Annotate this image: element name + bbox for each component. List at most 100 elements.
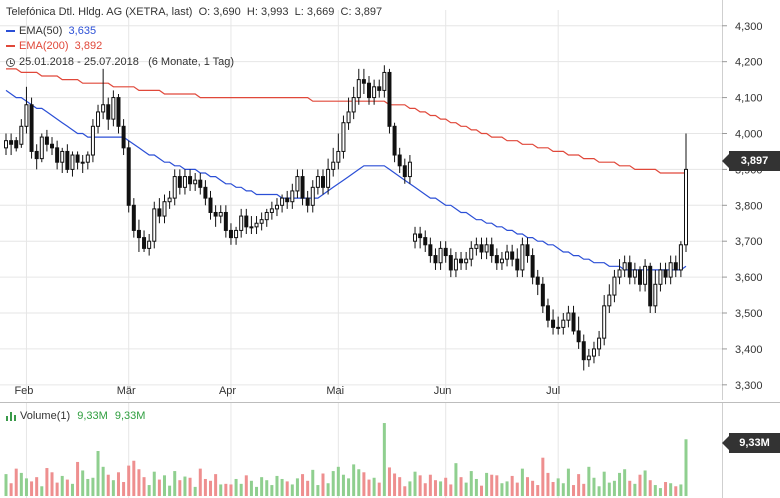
volume-bar [219,484,223,496]
candle-body [571,312,576,332]
candle-body [131,204,136,231]
volume-bar [444,477,448,496]
volume-bar [515,482,519,496]
candle-body [387,71,392,127]
candle-body [453,258,458,271]
candle-body [305,197,310,206]
volume-bar [183,476,187,496]
volume-bar [19,472,23,496]
period-range: 25.01.2018 - 25.07.2018 [19,56,139,68]
volume-bar [587,466,591,496]
volume-bar [684,439,688,496]
volume-bar [377,482,381,496]
x-tick-label: Mai [326,385,344,397]
candle-body [331,161,336,170]
volume-bar [111,480,115,496]
volume-bar [295,478,299,496]
volume-value-1: 9,33M [77,410,108,422]
candle-body [188,176,193,185]
volume-bar [490,474,494,496]
candle-body [29,104,34,152]
candle-body [116,97,121,127]
candle-body [336,150,341,163]
volume-bar [255,486,259,496]
candle-body [269,208,274,213]
volume-bar [127,465,131,496]
candle-body [90,125,95,156]
candle-body [515,258,520,271]
candle-body [208,197,213,213]
y-tick-label: 3,700 [735,236,763,248]
candle-body [60,150,65,163]
candle-body [678,244,683,271]
volume-bar [618,472,622,496]
candle-body [484,244,489,253]
volume-bar [485,472,489,496]
volume-bar [14,468,18,496]
volume-bar [367,479,371,496]
candle-body [264,211,269,221]
candle-body [121,125,126,149]
x-tick-label: Jul [546,385,560,397]
volume-bar [393,473,397,496]
candle-body [228,229,233,239]
x-tick-label: Mär [117,385,136,397]
candle-body [438,247,443,264]
y-tick-label: 3,600 [735,272,763,284]
volume-bar [209,480,213,496]
period-detail: (6 Monate, 1 Tag) [148,56,235,68]
y-tick-label: 4,100 [735,93,763,105]
volume-bar [653,485,657,496]
candle-body [653,283,658,307]
candle-body [182,176,187,188]
candle-body [274,204,279,210]
chart-title: Telefónica Dtl. Hldg. AG (XETRA, last) [6,6,193,18]
volume-bar [168,485,172,496]
candle-body [402,165,407,178]
volume-bar [81,470,85,496]
candle-body [367,82,372,99]
candle-body [663,269,668,278]
open-value: O: 3,690 [198,6,241,18]
volume-bar [459,477,463,496]
volume-bar [577,474,581,496]
candle-body [545,305,550,321]
volume-bar [70,483,74,496]
candle-body [177,176,182,188]
candle-body [632,269,637,278]
candle-body [499,258,504,264]
candle-body [612,276,617,296]
candle-body [55,147,60,163]
candle-body [566,312,571,321]
volume-bar [531,480,535,496]
volume-bar [607,482,611,496]
y-tick-label: 3,800 [735,200,763,212]
volume-bar [260,477,264,496]
candle-body [397,154,402,167]
candle-body [413,233,418,242]
volume-bar [664,482,668,496]
volume-tag: 9,33M [722,433,780,453]
candle-body [34,150,39,160]
volume-value-2: 9,33M [114,410,146,422]
volume-bar [147,485,151,496]
volume-bar [24,478,28,496]
volume-bar [357,469,361,496]
volume-bar [9,483,13,496]
candle-body [75,154,80,163]
volume-bar [188,477,192,496]
candle-body [280,197,285,206]
volume-bar [55,482,59,496]
candle-body [525,244,530,257]
x-tick-label: Feb [14,385,33,397]
candle-body [106,104,111,120]
candle-body [223,211,228,231]
volume-bar [101,466,105,496]
volume-bar [500,483,504,496]
volume-bar [275,475,279,496]
volume-bar [65,479,69,496]
candle-body [418,233,423,239]
candle-body [218,211,223,217]
volume-bar [679,484,683,496]
ema50-swatch [6,30,15,33]
